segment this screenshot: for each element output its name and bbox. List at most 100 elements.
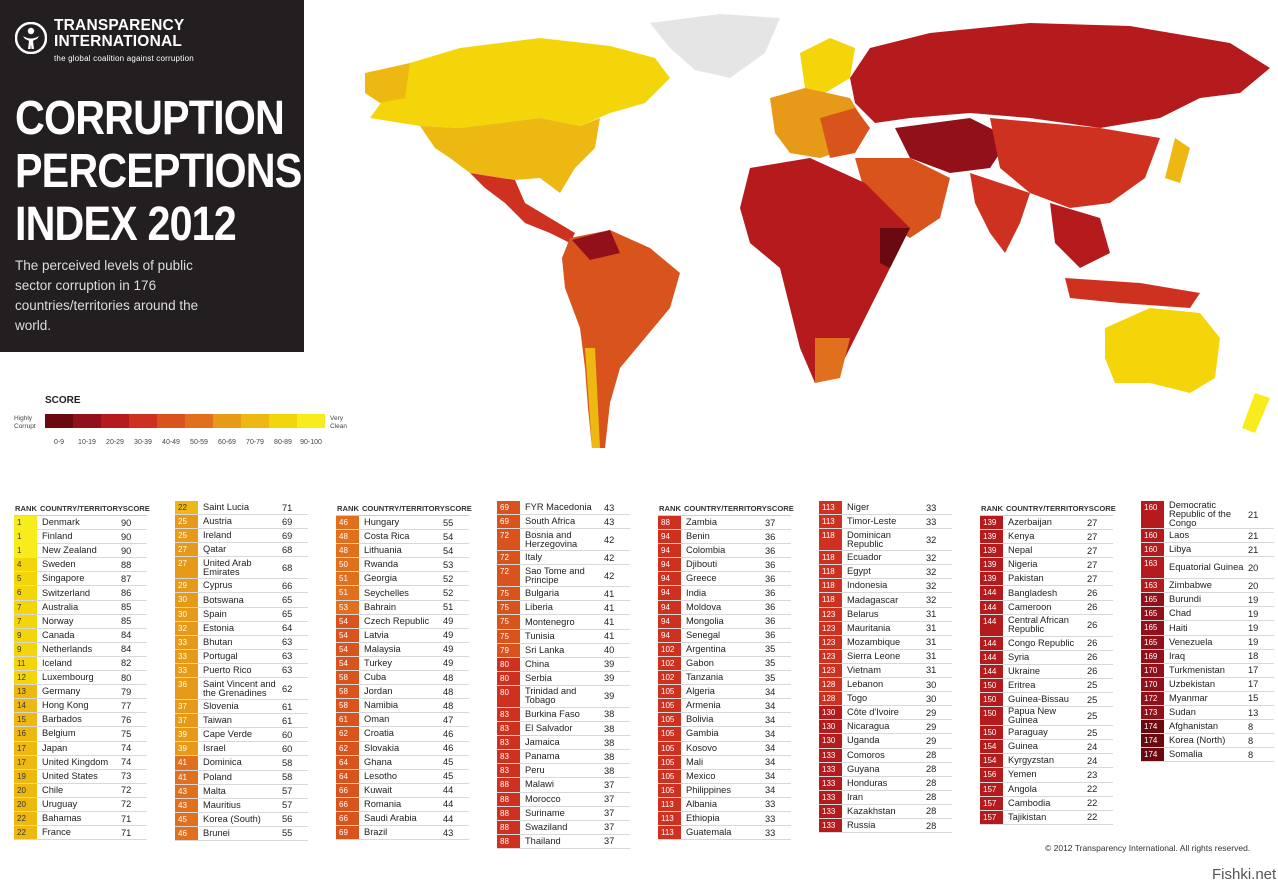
country-cell: United Arab Emirates	[203, 557, 252, 577]
country-cell: Cambodia	[1008, 797, 1051, 808]
rank-cell: 157	[980, 810, 1003, 824]
score-cell: 37	[604, 779, 615, 790]
page-subtitle: The perceived levels of public sector co…	[15, 258, 199, 333]
country-cell: Bosnia and Herzegovina	[525, 529, 578, 549]
score-cell: 30	[926, 693, 937, 704]
country-cell: Taiwan	[203, 715, 232, 726]
score-cell: 31	[926, 637, 937, 648]
score-cell: 44	[443, 799, 454, 810]
country-cell: Venezuela	[1169, 636, 1213, 647]
table-row: 139 Azerbaijan 27	[980, 516, 1113, 531]
table-row: 118 Indonesia 32	[819, 579, 952, 594]
country-cell: Papua New Guinea	[1008, 706, 1057, 726]
page-title: CORRUPTION PERCEPTIONS INDEX 2012	[15, 92, 302, 251]
table-column: RANK COUNTRY/TERRITORY SCORE 46 Hungary 55 48 C…	[336, 501, 472, 841]
country-cell: New Zealand	[42, 545, 97, 556]
table-row: 105 Bolivia 34	[658, 713, 791, 728]
country-cell: Libya	[1169, 544, 1192, 555]
table-row: 30 Botswana 65	[175, 593, 308, 608]
country-cell: Djibouti	[686, 559, 718, 570]
table-row: 144 Congo Republic 26	[980, 636, 1113, 651]
table-row: 64 Ghana 45	[336, 755, 469, 770]
score-cell: 58	[282, 772, 293, 783]
country-cell: Sudan	[1169, 707, 1196, 718]
table-row: 51 Georgia 52	[336, 572, 469, 587]
score-cell: 39	[604, 673, 615, 684]
country-cell: Senegal	[686, 629, 721, 640]
rank-cell: 36	[175, 678, 198, 700]
table-row: 102 Gabon 35	[658, 656, 791, 672]
table-row: 17 United Kingdom 74	[14, 755, 147, 770]
score-cell: 20	[1248, 580, 1259, 591]
legend-swatch	[213, 414, 241, 428]
country-cell: Albania	[686, 798, 718, 809]
rank-cell: 69	[497, 501, 520, 515]
country-cell: Kenya	[1008, 531, 1035, 542]
table-row: 20 Uruguay 72	[14, 797, 147, 812]
score-cell: 71	[121, 827, 132, 838]
map-somalia	[880, 228, 910, 268]
rank-cell: 133	[819, 818, 842, 833]
table-row: 165 Venezuela 19	[1141, 635, 1274, 650]
country-cell: Spain	[203, 608, 227, 619]
table-row: 118 Dominican Republic 32	[819, 529, 952, 552]
table-row: 80 Serbia 39	[497, 671, 630, 686]
country-cell: Kosovo	[686, 742, 718, 753]
rank-cell: 6	[14, 586, 37, 600]
rank-cell: 163	[1141, 579, 1164, 593]
rank-cell: 13	[14, 685, 37, 699]
score-cell: 48	[443, 700, 454, 711]
rank-cell: 46	[336, 516, 359, 530]
table-row: 37 Taiwan 61	[175, 714, 308, 729]
score-cell: 8	[1248, 721, 1254, 732]
score-cell: 37	[604, 808, 615, 819]
score-cell: 36	[765, 531, 776, 542]
country-cell: Gambia	[686, 728, 719, 739]
rank-cell: 37	[175, 700, 198, 714]
country-cell: Mali	[686, 756, 704, 767]
rank-cell: 88	[497, 820, 520, 834]
country-cell: Saudi Arabia	[364, 813, 417, 824]
country-cell: Benin	[686, 531, 710, 542]
country-cell: Nepal	[1008, 545, 1033, 556]
legend-tick-label: 10-19	[78, 439, 96, 446]
country-cell: Moldova	[686, 601, 722, 612]
score-cell: 57	[282, 800, 293, 811]
table-column: RANK COUNTRY/TERRITORY SCORE 1 Denmark 90 1 Fin…	[14, 501, 150, 841]
rank-cell: 72	[497, 551, 520, 565]
rank-cell: 163	[1141, 557, 1164, 579]
legend-title: SCORE	[45, 395, 81, 406]
rank-cell: 51	[336, 572, 359, 586]
table-row: 39 Israel 60	[175, 742, 308, 757]
country-cell: Qatar	[203, 544, 227, 555]
score-cell: 21	[1248, 544, 1259, 555]
table-header-country: COUNTRY/TERRITORY	[1005, 503, 1089, 513]
country-cell: Turkey	[364, 657, 393, 668]
country-cell: Uzbekistan	[1169, 678, 1215, 689]
score-cell: 27	[1087, 573, 1098, 584]
map-alaska	[365, 63, 410, 103]
rank-cell: 144	[980, 600, 1003, 614]
table-row: 54 Turkey 49	[336, 656, 469, 672]
table-row: 118 Egypt 32	[819, 565, 952, 580]
table-row: 45 Korea (South) 56	[175, 812, 308, 827]
rank-cell: 88	[497, 778, 520, 792]
country-cell: Botswana	[203, 594, 244, 605]
rank-cell: 41	[175, 756, 198, 770]
score-cell: 90	[121, 531, 132, 542]
country-cell: Indonesia	[847, 580, 888, 591]
table-row: 113 Albania 33	[658, 797, 791, 812]
score-cell: 21	[1248, 530, 1259, 541]
score-cell: 22	[1087, 812, 1098, 823]
rank-cell: 27	[175, 543, 198, 557]
country-cell: Zimbabwe	[1169, 580, 1212, 591]
table-row: 88 Suriname 37	[497, 806, 630, 821]
score-cell: 36	[765, 545, 776, 556]
score-cell: 25	[1087, 694, 1098, 705]
table-column: 22 Saint Lucia 71 25 Austria 69 25 Ireland 69 27 Q…	[175, 501, 308, 841]
country-cell: Sweden	[42, 559, 76, 570]
table-row: 160 Democratic Republic of the Congo 21	[1141, 500, 1274, 529]
country-cell: Uruguay	[42, 798, 78, 809]
country-cell: Sri Lanka	[525, 644, 565, 655]
table-header-score: SCORE	[1088, 503, 1116, 513]
